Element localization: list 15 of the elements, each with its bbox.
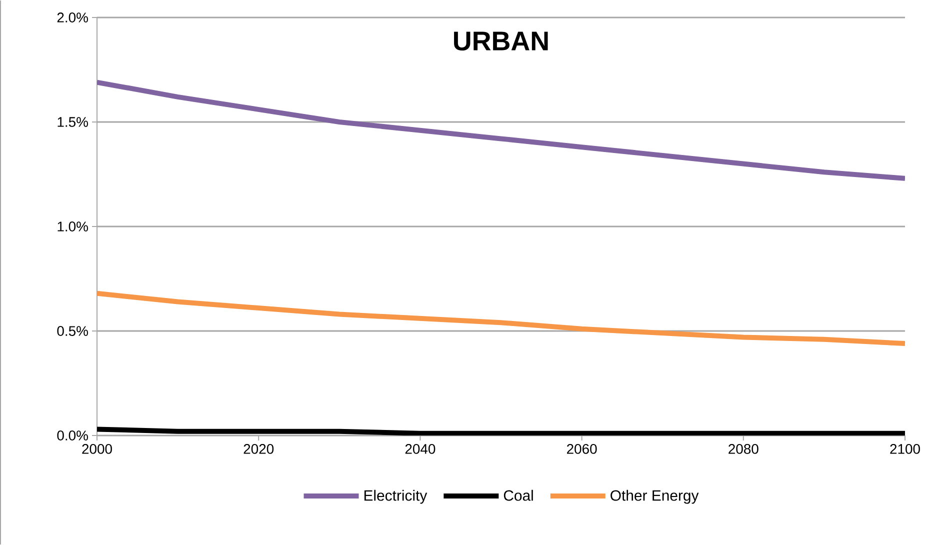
x-tick-label: 2080 bbox=[728, 444, 758, 454]
legend-label: Electricity bbox=[364, 490, 428, 504]
legend-label: Other Energy bbox=[610, 490, 699, 504]
legend-label: Coal bbox=[504, 490, 533, 501]
y-tick-label: 0.5% bbox=[57, 326, 88, 336]
x-tick-label: 2040 bbox=[405, 444, 436, 454]
chart-title: URBAN bbox=[454, 32, 548, 51]
x-tick-label: 2100 bbox=[890, 444, 920, 454]
y-tick-label: 0.0% bbox=[57, 430, 88, 440]
y-tick-label: 1.5% bbox=[58, 117, 88, 127]
y-tick-label: 1.0% bbox=[58, 222, 88, 232]
y-tick-label: 2.0% bbox=[57, 12, 88, 22]
x-tick-label: 2060 bbox=[566, 444, 597, 454]
x-tick-label: 2020 bbox=[244, 444, 274, 454]
x-tick-label: 2000 bbox=[82, 444, 112, 454]
